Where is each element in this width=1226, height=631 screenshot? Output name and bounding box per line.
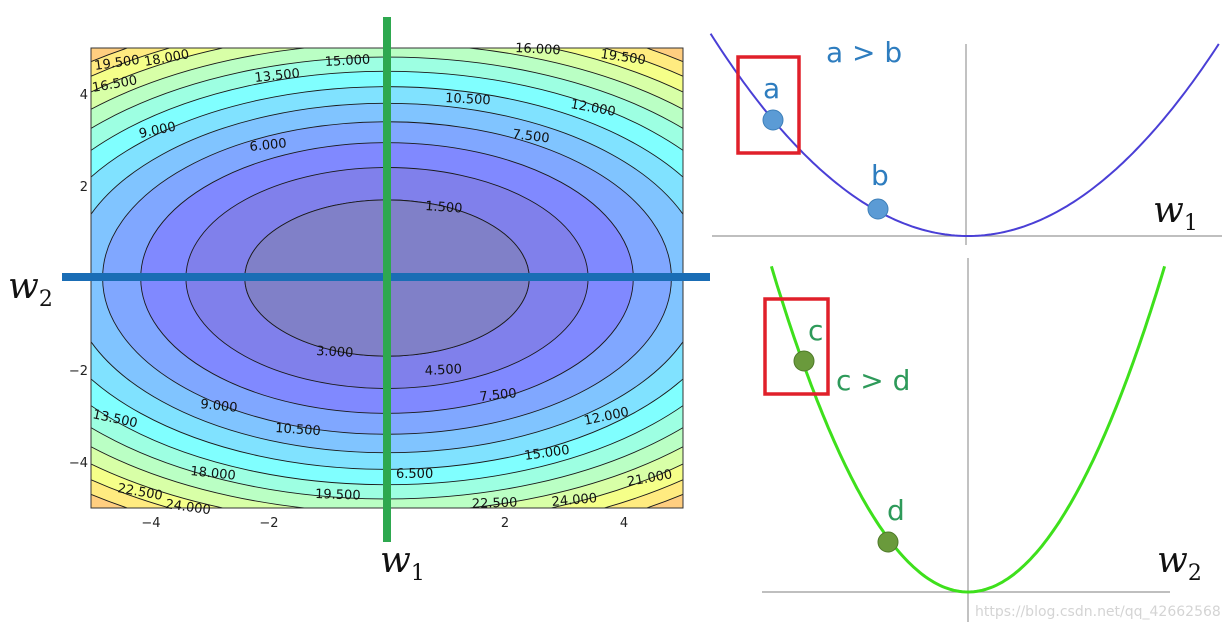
label-c: c [808, 314, 823, 347]
contour-label: 3.000 [316, 344, 354, 361]
y-tick: −2 [69, 364, 88, 379]
y-tick: 2 [80, 180, 88, 195]
contour-plot [91, 48, 683, 508]
y-tick: −4 [69, 456, 88, 471]
contour-label: 16.000 [515, 41, 561, 58]
x-tick: −2 [259, 516, 278, 531]
contour-label: 15.000 [324, 53, 370, 70]
highlight-box-a [736, 55, 801, 155]
contour-label: 4.500 [424, 362, 462, 379]
contour-label: 10.500 [445, 91, 491, 108]
highlight-box-c [763, 297, 830, 396]
y-ticks: 4 2 −2 −4 [69, 88, 88, 471]
x-tick: 4 [620, 516, 628, 531]
contour-label: 24.000 [551, 491, 598, 510]
contour-label: 24.000 [164, 497, 211, 518]
contour-label: 6.500 [396, 467, 433, 482]
point-a [762, 109, 784, 131]
contour-label: 19.500 [93, 53, 140, 74]
bottom-parabola [769, 265, 1167, 594]
top-w1-label: w1 [1153, 190, 1198, 236]
comparison-c-d: c > d [836, 364, 910, 397]
bottom-plot: c c > d d w2 [762, 258, 1202, 622]
contour-label: 19.500 [599, 47, 646, 68]
w2-axis-label: w2 [8, 266, 53, 312]
x-ticks: −4 −2 2 4 [141, 516, 628, 531]
x-tick: 2 [501, 516, 509, 531]
comparison-a-b: a > b [826, 36, 902, 69]
w1-axis-label: w1 [380, 540, 425, 586]
contour-label: 10.500 [275, 421, 321, 439]
contour-label: 15.000 [523, 443, 570, 464]
point-b [867, 198, 889, 220]
contour-label: 13.500 [254, 66, 301, 86]
label-a: a [763, 72, 780, 105]
label-b: b [871, 159, 889, 192]
point-c [793, 350, 815, 372]
label-d: d [887, 494, 905, 527]
contour-label: 9.000 [200, 397, 239, 416]
top-plot: a > b a b w1 [709, 33, 1222, 245]
point-d [877, 531, 899, 553]
contour-label: 7.500 [512, 127, 551, 146]
top-parabola [709, 33, 1220, 237]
contour-label: 6.000 [249, 136, 288, 155]
watermark: https://blog.csdn.net/qq_42662568 [975, 604, 1221, 620]
contour-label: 18.000 [190, 464, 237, 484]
y-tick: 4 [80, 88, 88, 103]
contour-label: 7.500 [479, 386, 518, 405]
contour-label: 19.500 [315, 487, 361, 504]
x-tick: −4 [141, 516, 160, 531]
contour-label: 1.500 [425, 199, 463, 217]
contour-label: 22.500 [472, 495, 518, 512]
bottom-w2-label: w2 [1157, 540, 1202, 586]
